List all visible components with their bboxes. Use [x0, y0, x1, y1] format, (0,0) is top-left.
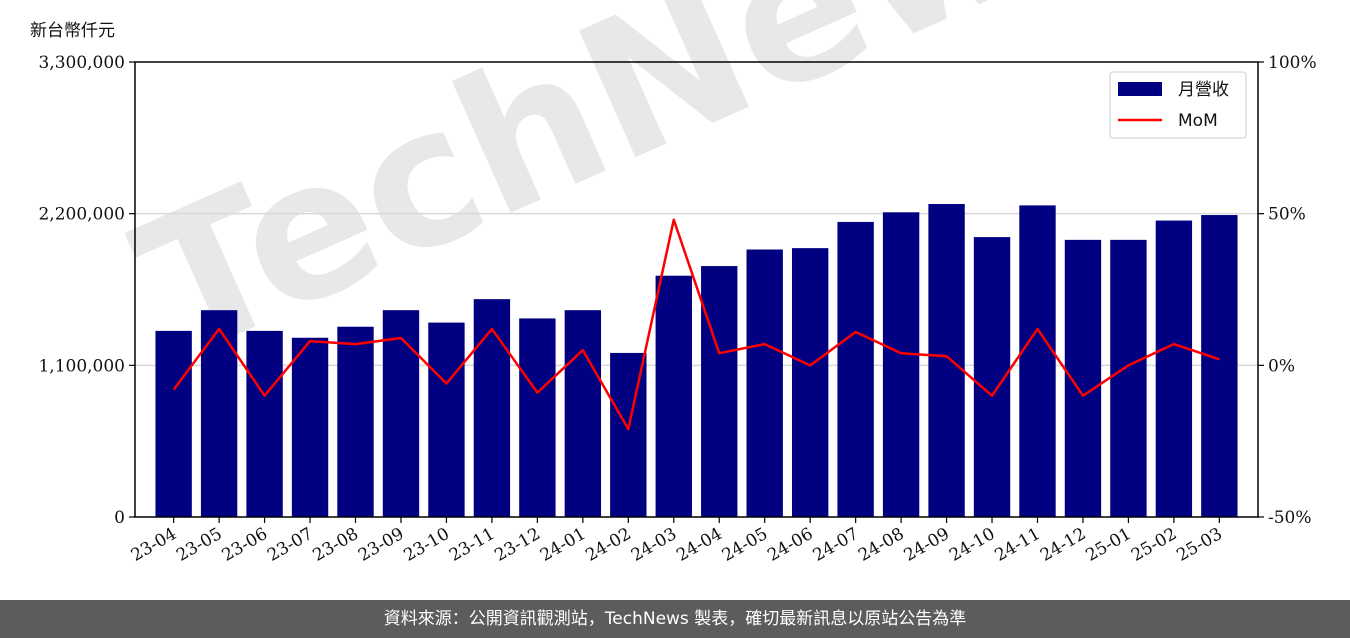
right-tick-label: 100% — [1268, 53, 1317, 73]
bar — [473, 299, 511, 517]
bar — [837, 221, 874, 517]
source-footer: 資料來源：公開資訊觀測站，TechNews 製表，確切最新訊息以原站公告為準 — [0, 600, 1350, 638]
bar — [655, 275, 692, 517]
x-tick-label: 24-10 — [946, 524, 998, 566]
legend-swatch-bar — [1118, 82, 1162, 96]
x-tick-label: 23-04 — [128, 524, 180, 566]
x-tick-label: 23-10 — [400, 524, 452, 566]
bar — [337, 326, 374, 517]
chart-svg: TechNews01,100,0002,200,0003,300,000-50%… — [38, 0, 1317, 566]
bar — [746, 249, 783, 518]
y-axis-unit-label: 新台幣仟元 — [30, 21, 115, 41]
x-tick-label: 24-12 — [1037, 524, 1089, 566]
right-tick-label: 50% — [1268, 205, 1306, 225]
x-tick-label: 23-06 — [219, 524, 271, 566]
x-tick-label: 24-08 — [855, 524, 907, 566]
left-tick-label: 0 — [114, 508, 125, 528]
bar — [382, 310, 420, 517]
left-tick-label: 2,200,000 — [38, 205, 125, 225]
legend-label-revenue: 月營收 — [1178, 80, 1229, 100]
x-tick-label: 24-01 — [537, 524, 589, 566]
x-tick-label: 25-03 — [1173, 524, 1225, 566]
x-tick-label: 24-07 — [810, 524, 862, 566]
x-tick-label: 24-02 — [582, 524, 634, 566]
x-tick-label: 23-12 — [491, 524, 543, 566]
x-tick-label: 23-11 — [446, 524, 498, 566]
x-tick-label: 25-01 — [1082, 524, 1134, 566]
x-tick-label: 24-05 — [719, 524, 771, 566]
bar — [155, 330, 192, 517]
x-tick-label: 23-09 — [355, 524, 407, 566]
bar — [564, 310, 602, 517]
bar — [701, 266, 738, 517]
plot-frame — [134, 61, 1259, 518]
x-tick-label: 24-06 — [764, 524, 816, 566]
x-tick-label: 24-09 — [901, 524, 953, 566]
left-tick-label: 3,300,000 — [38, 53, 125, 73]
bar — [200, 310, 238, 517]
right-tick-label: 0% — [1268, 356, 1295, 376]
bar — [791, 248, 829, 518]
mom-line — [172, 218, 1220, 431]
right-tick-label: -50% — [1268, 508, 1312, 528]
x-tick-label: 25-02 — [1128, 524, 1180, 566]
x-tick-label: 24-11 — [992, 524, 1044, 566]
bar — [1110, 239, 1147, 517]
legend-label-mom: MoM — [1178, 111, 1218, 131]
bar — [291, 337, 329, 517]
legend: 月營收 MoM — [1109, 71, 1247, 139]
bar — [428, 322, 465, 517]
bar — [1201, 215, 1238, 517]
bar — [519, 318, 556, 517]
bar — [610, 352, 647, 517]
x-tick-label: 23-08 — [310, 524, 362, 566]
x-tick-label: 23-05 — [173, 524, 225, 566]
bar — [1155, 220, 1193, 517]
bar — [882, 212, 920, 517]
x-tick-label: 23-07 — [264, 524, 316, 566]
x-tick-label: 24-04 — [673, 524, 725, 566]
bar — [928, 204, 965, 518]
x-tick-label: 24-03 — [628, 524, 680, 566]
bar — [246, 330, 283, 517]
bar — [1019, 205, 1056, 518]
left-tick-label: 1,100,000 — [38, 356, 125, 376]
chart: 新台幣仟元 TechNews 0 1,100,000 2,200,000 3,300,0… — [30, 0, 1317, 566]
